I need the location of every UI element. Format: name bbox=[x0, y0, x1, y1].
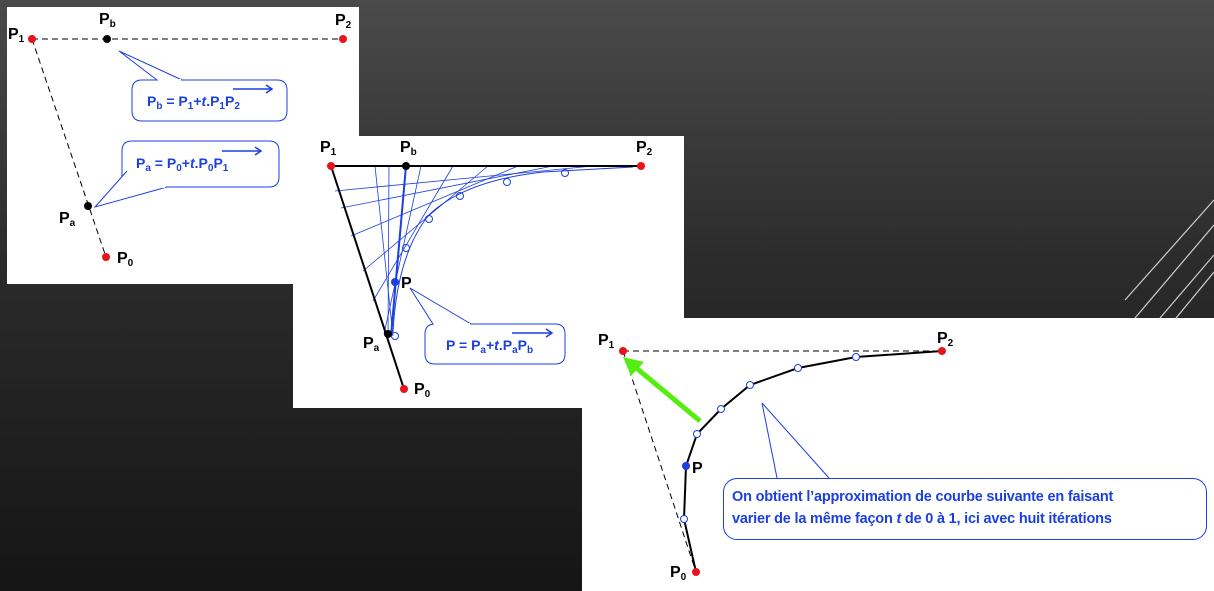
panel-curve-approximation: P1 P2 P0 P bbox=[582, 318, 1214, 591]
label-p: P bbox=[692, 460, 703, 477]
formula-b-pointer bbox=[118, 50, 183, 81]
formula-a: Pa = P0+t.P0P1 bbox=[136, 155, 229, 174]
label-p2: P2 bbox=[937, 330, 954, 349]
label-p2: P2 bbox=[636, 139, 653, 158]
point-p1 bbox=[28, 35, 36, 43]
label-p0: P0 bbox=[670, 564, 687, 583]
point-pb bbox=[103, 35, 111, 43]
green-arrow bbox=[632, 364, 702, 423]
point-p2 bbox=[637, 162, 645, 170]
point-p1 bbox=[619, 347, 627, 355]
curve-sample-points bbox=[391, 169, 569, 340]
label-p: P bbox=[401, 275, 412, 292]
segment-p0-p1 bbox=[31, 38, 107, 258]
panel2-diagram: P1 P2 Pb Pa P0 P P = Pa+t.PaPb bbox=[320, 139, 653, 400]
label-p1: P1 bbox=[598, 332, 615, 351]
formula-a-pointer bbox=[93, 170, 168, 208]
segment-p0-p1 bbox=[622, 350, 697, 573]
point-p0 bbox=[102, 253, 110, 261]
caption-line-1: On obtient l’approximation de courbe sui… bbox=[732, 489, 1114, 505]
formula-b-bubble bbox=[131, 79, 288, 122]
point-p2 bbox=[938, 347, 946, 355]
formula-b: Pb = P1+t.P1P2 bbox=[147, 93, 240, 112]
point-p bbox=[682, 462, 690, 470]
curve-iteration-points bbox=[680, 353, 860, 523]
segment-pa-pb bbox=[390, 165, 407, 337]
point-p0 bbox=[400, 385, 408, 393]
panel-construction-lines: P1 P2 Pb Pa P0 P P = Pa+t.PaPb bbox=[293, 136, 684, 408]
formula-a-bubble bbox=[121, 140, 280, 188]
point-p2 bbox=[339, 35, 347, 43]
label-pb: Pb bbox=[400, 139, 417, 158]
label-p1: P1 bbox=[8, 26, 25, 45]
point-pb bbox=[402, 162, 410, 170]
point-p0 bbox=[692, 568, 700, 576]
point-pa bbox=[84, 202, 92, 210]
formula-p-pointer bbox=[409, 287, 472, 325]
caption-box: On obtient l’approximation de courbe sui… bbox=[723, 478, 1207, 540]
label-p0: P0 bbox=[117, 250, 134, 269]
green-arrow-head bbox=[623, 357, 644, 376]
point-p bbox=[391, 278, 399, 286]
label-p2: P2 bbox=[335, 12, 352, 31]
formula-p-bubble bbox=[424, 323, 566, 365]
formula-p: P = Pa+t.PaPb bbox=[446, 337, 533, 356]
segment-p0-p1 bbox=[330, 165, 405, 390]
label-pa: Pa bbox=[59, 210, 76, 229]
caption-line-2: varier de la même façon t de 0 à 1, ici … bbox=[732, 511, 1112, 527]
label-pb: Pb bbox=[99, 11, 116, 30]
label-p0: P0 bbox=[414, 381, 431, 400]
panel3-diagram: P1 P2 P0 P bbox=[598, 330, 954, 583]
panel1-diagram: P1 P2 Pb Pa P0 Pb = P1+t.P1P2 Pa = P0+t.… bbox=[8, 11, 352, 269]
point-pa bbox=[384, 330, 392, 338]
caption-pointer bbox=[761, 402, 830, 479]
label-pa: Pa bbox=[363, 335, 380, 354]
label-p1: P1 bbox=[320, 139, 337, 158]
point-p1 bbox=[327, 162, 335, 170]
